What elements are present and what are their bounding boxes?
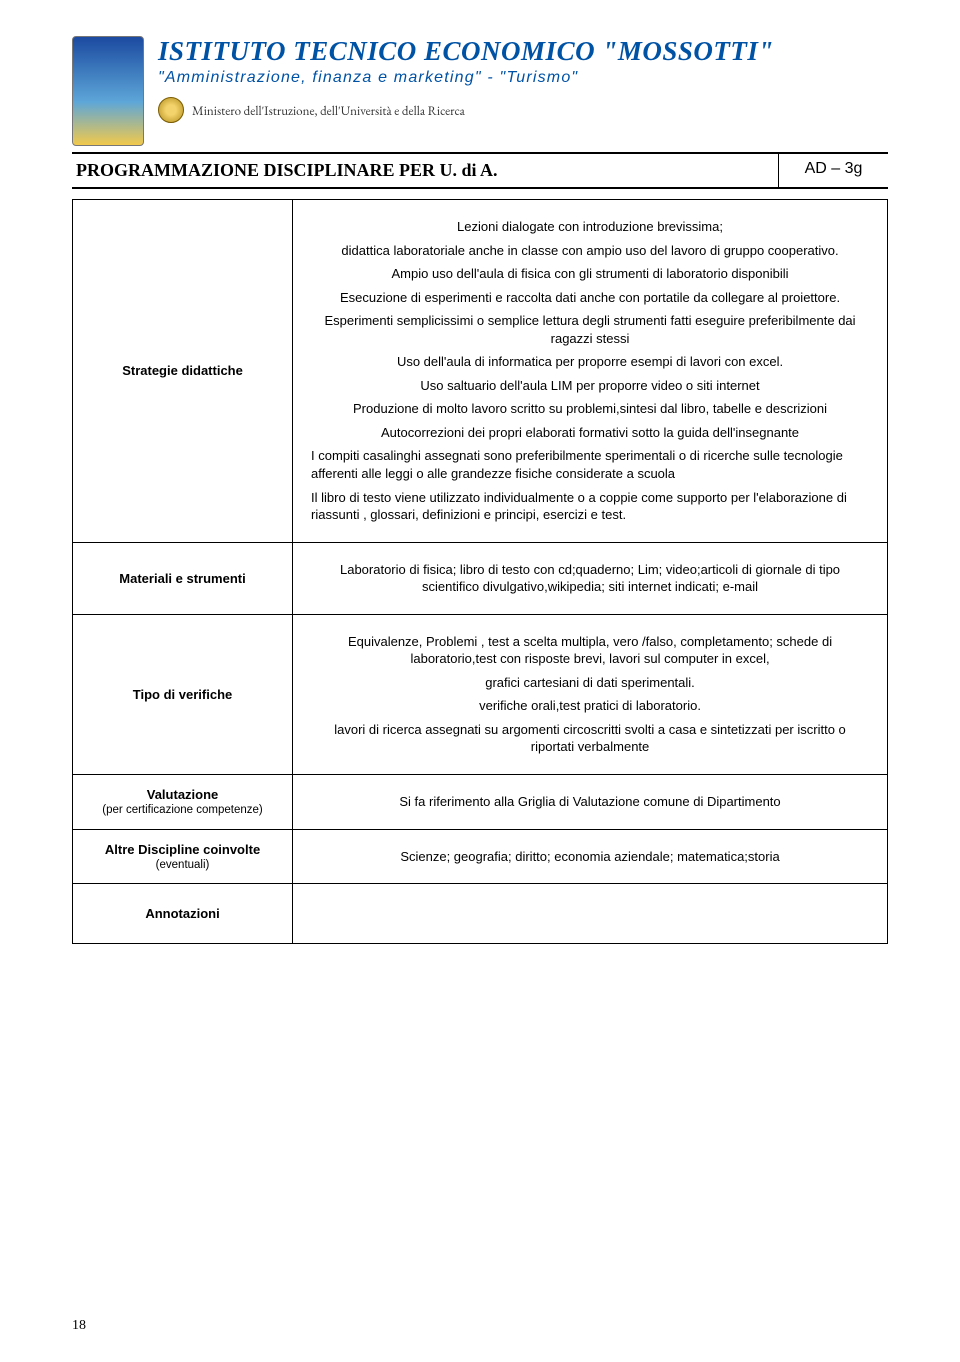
- institute-name-part1: ISTITUTO TECNICO ECONOMICO: [158, 36, 602, 66]
- label-valutazione-sub: (per certificazione competenze): [79, 804, 286, 816]
- strategie-p2: didattica laboratoriale anche in classe …: [311, 242, 869, 260]
- strategie-p7: Uso saltuario dell'aula LIM per proporre…: [311, 377, 869, 395]
- institute-subtitle: "Amministrazione, finanza e marketing" -…: [158, 69, 888, 87]
- materiali-p: Laboratorio di fisica; libro di testo co…: [311, 561, 869, 596]
- label-annotazioni: Annotazioni: [73, 884, 293, 944]
- row-strategie: Strategie didattiche Lezioni dialogate c…: [73, 200, 888, 543]
- label-valutazione: Valutazione (per certificazione competen…: [73, 775, 293, 830]
- verifiche-p2: grafici cartesiani di dati sperimentali.: [311, 674, 869, 692]
- label-altre-main: Altre Discipline coinvolte: [105, 842, 260, 857]
- school-logo: [72, 36, 144, 146]
- verifiche-p3: verifiche orali,test pratici di laborato…: [311, 697, 869, 715]
- letterhead: ISTITUTO TECNICO ECONOMICO "MOSSOTTI" "A…: [72, 36, 888, 146]
- content-annotazioni: [293, 884, 888, 944]
- verifiche-p1: Equivalenze, Problemi , test a scelta mu…: [311, 633, 869, 668]
- section-bar-title: PROGRAMMAZIONE DISCIPLINARE PER U. di A.: [72, 152, 778, 189]
- content-verifiche: Equivalenze, Problemi , test a scelta mu…: [293, 614, 888, 774]
- ministero-text: Ministero dell'Istruzione, dell'Universi…: [192, 102, 465, 119]
- label-altre-sub: (eventuali): [79, 859, 286, 871]
- verifiche-p4: lavori di ricerca assegnati su argomenti…: [311, 721, 869, 756]
- altre-p: Scienze; geografia; diritto; economia az…: [311, 848, 869, 866]
- strategie-p8: Produzione di molto lavoro scritto su pr…: [311, 400, 869, 418]
- row-valutazione: Valutazione (per certificazione competen…: [73, 775, 888, 830]
- strategie-p10: I compiti casalinghi assegnati sono pref…: [311, 447, 869, 482]
- label-valutazione-main: Valutazione: [147, 787, 219, 802]
- section-bar: PROGRAMMAZIONE DISCIPLINARE PER U. di A.…: [72, 152, 888, 189]
- plan-table: Strategie didattiche Lezioni dialogate c…: [72, 199, 888, 944]
- content-valutazione: Si fa riferimento alla Griglia di Valuta…: [293, 775, 888, 830]
- row-annotazioni: Annotazioni: [73, 884, 888, 944]
- row-materiali: Materiali e strumenti Laboratorio di fis…: [73, 542, 888, 614]
- row-altre-discipline: Altre Discipline coinvolte (eventuali) S…: [73, 829, 888, 884]
- label-altre: Altre Discipline coinvolte (eventuali): [73, 829, 293, 884]
- strategie-p4: Esecuzione di esperimenti e raccolta dat…: [311, 289, 869, 307]
- strategie-p9: Autocorrezioni dei propri elaborati form…: [311, 424, 869, 442]
- content-materiali: Laboratorio di fisica; libro di testo co…: [293, 542, 888, 614]
- row-verifiche: Tipo di verifiche Equivalenze, Problemi …: [73, 614, 888, 774]
- page-number: 18: [72, 1318, 86, 1334]
- label-materiali: Materiali e strumenti: [73, 542, 293, 614]
- content-strategie: Lezioni dialogate con introduzione brevi…: [293, 200, 888, 543]
- italy-emblem-icon: [158, 97, 184, 123]
- page-container: ISTITUTO TECNICO ECONOMICO "MOSSOTTI" "A…: [0, 0, 960, 980]
- strategie-p5: Esperimenti semplicissimi o semplice let…: [311, 312, 869, 347]
- institute-title: ISTITUTO TECNICO ECONOMICO "MOSSOTTI": [158, 36, 888, 67]
- section-bar-code: AD – 3g: [778, 152, 888, 189]
- strategie-p3: Ampio uso dell'aula di fisica con gli st…: [311, 265, 869, 283]
- title-stack: ISTITUTO TECNICO ECONOMICO "MOSSOTTI" "A…: [158, 36, 888, 123]
- strategie-p1: Lezioni dialogate con introduzione brevi…: [311, 218, 869, 236]
- institute-name-part2: "MOSSOTTI": [602, 36, 774, 66]
- strategie-p6: Uso dell'aula di informatica per proporr…: [311, 353, 869, 371]
- strategie-p11: Il libro di testo viene utilizzato indiv…: [311, 489, 869, 524]
- valutazione-p: Si fa riferimento alla Griglia di Valuta…: [311, 793, 869, 811]
- content-altre: Scienze; geografia; diritto; economia az…: [293, 829, 888, 884]
- label-verifiche: Tipo di verifiche: [73, 614, 293, 774]
- ministero-row: Ministero dell'Istruzione, dell'Universi…: [158, 97, 888, 123]
- label-strategie: Strategie didattiche: [73, 200, 293, 543]
